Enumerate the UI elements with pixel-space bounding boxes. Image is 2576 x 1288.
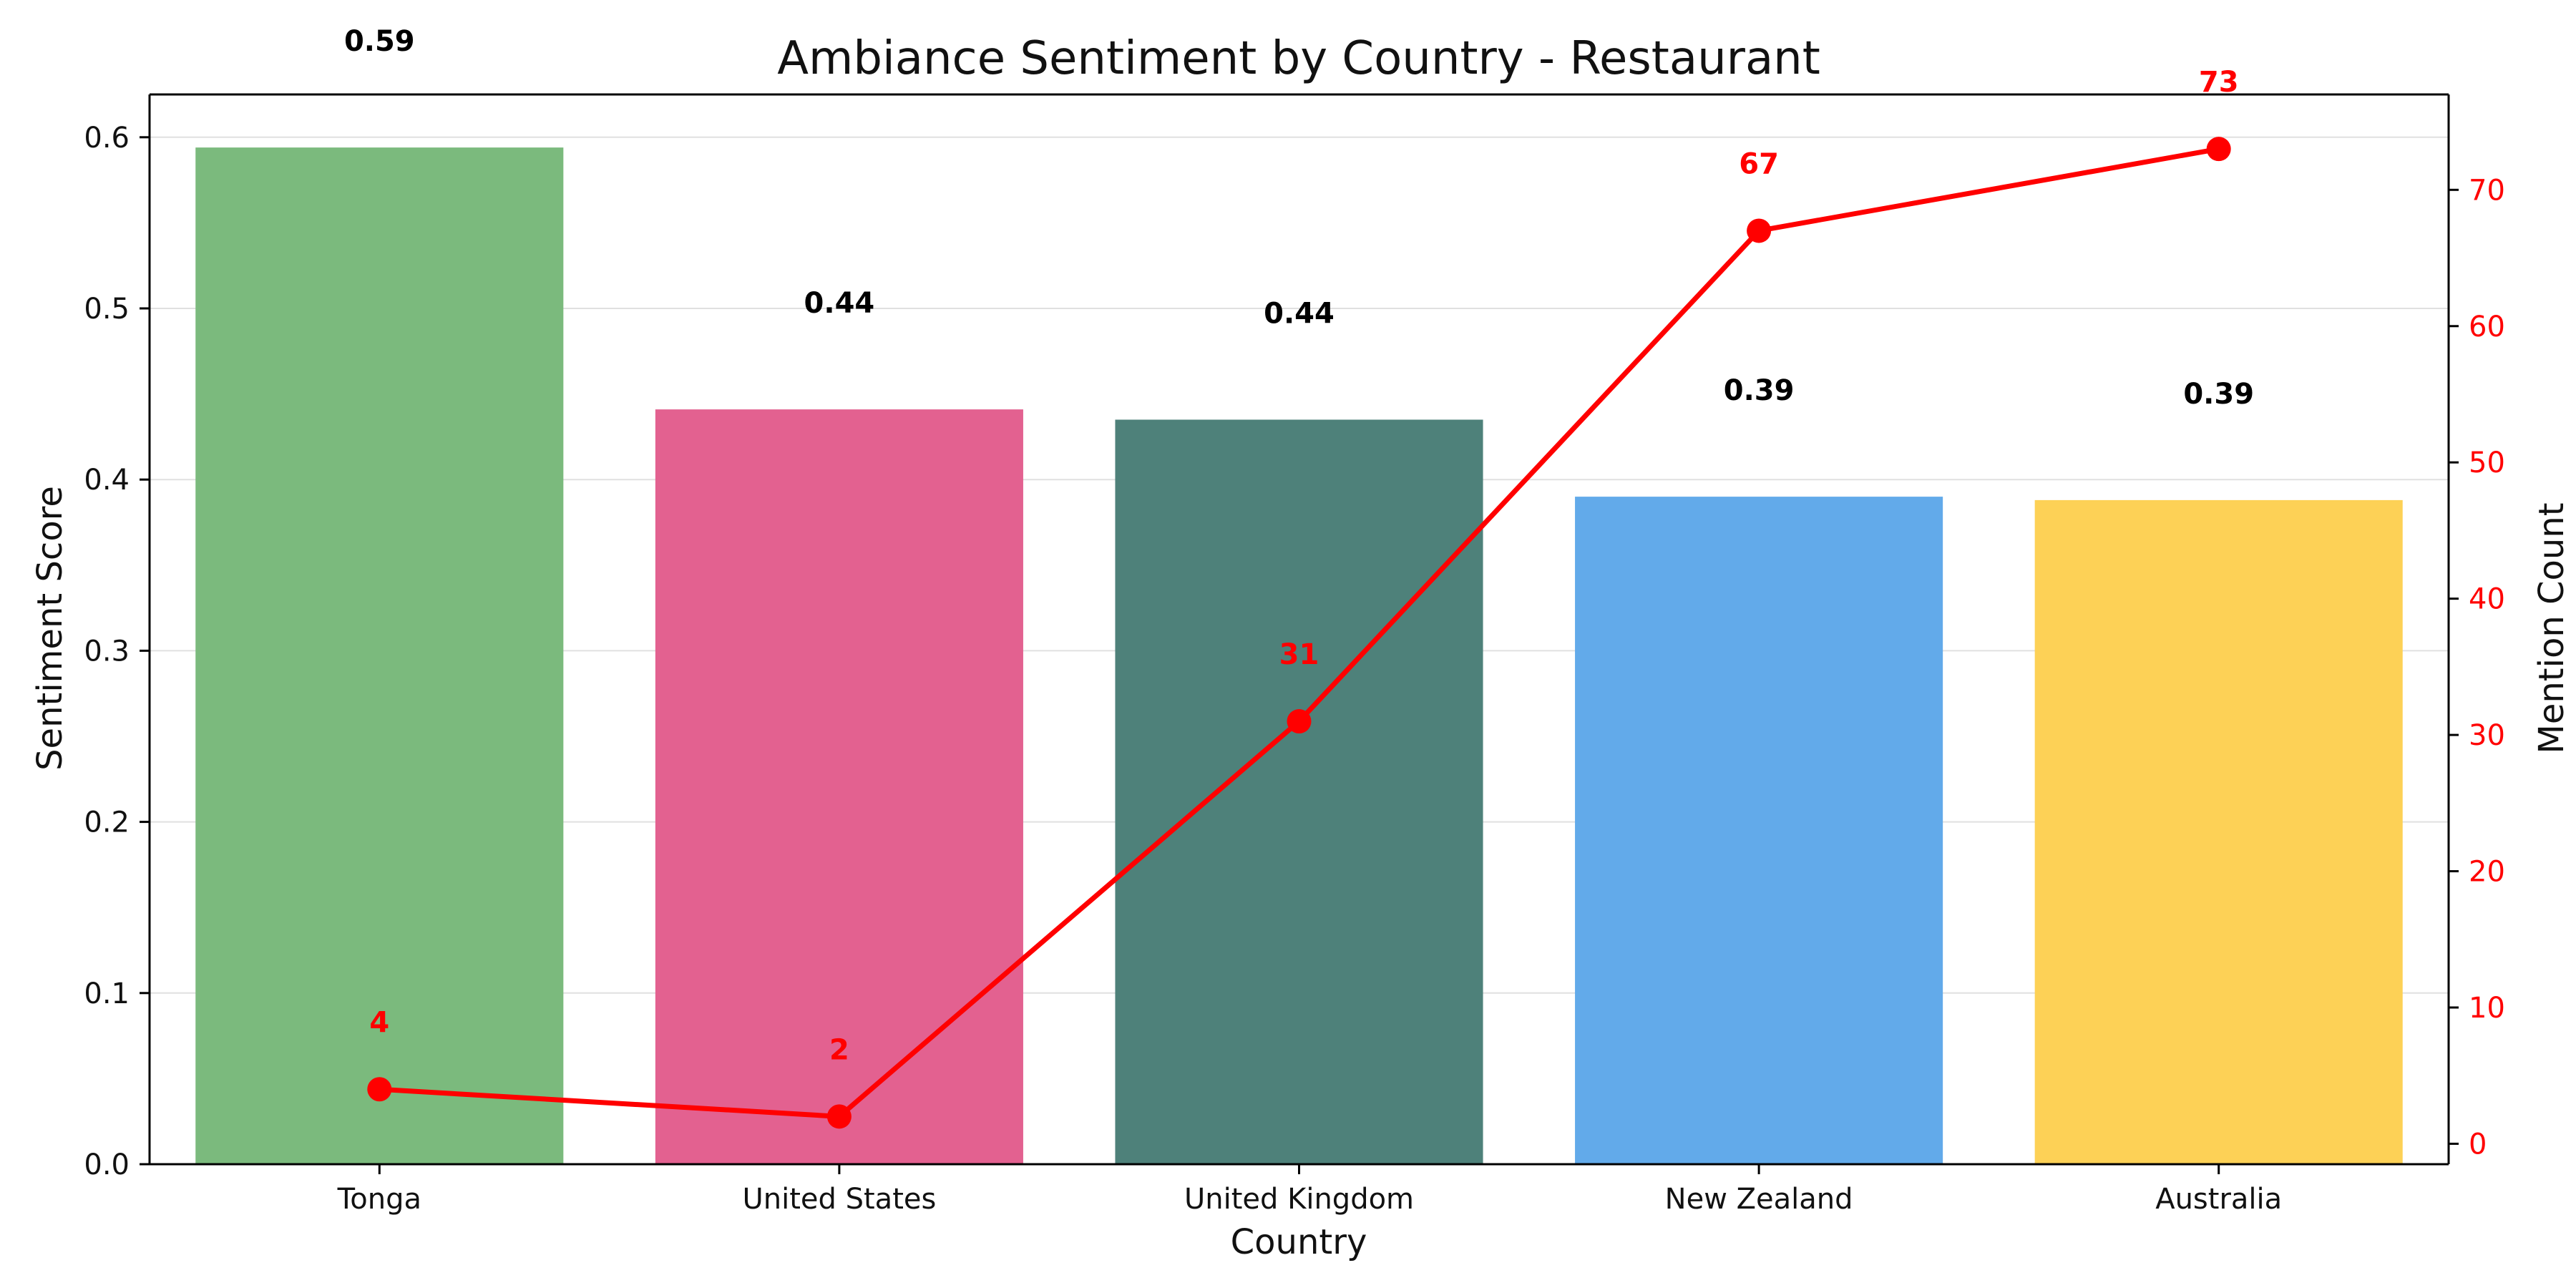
x-tick-label: United Kingdom <box>1184 1183 1414 1216</box>
y-tick-label: 0.3 <box>84 635 130 668</box>
y2-tick-label: 10 <box>2469 992 2505 1025</box>
bars <box>195 147 2403 1165</box>
bar-tonga <box>195 147 564 1165</box>
bar-value-label: 0.39 <box>1724 374 1795 407</box>
y-tick-label: 0.1 <box>84 977 130 1010</box>
mention-point <box>1287 709 1312 734</box>
y-tick-label: 0.4 <box>84 464 130 497</box>
bar-australia <box>2034 499 2403 1164</box>
bar-united-states <box>655 409 1023 1165</box>
data-labels: 0.59 0.44 0.44 0.39 0.39 4 2 31 67 73 <box>344 25 2254 1066</box>
chart-title: Ambiance Sentiment by Country - Restaura… <box>777 32 1820 85</box>
y-axis-title: Sentiment Score <box>30 486 70 771</box>
x-tick-label: Australia <box>2155 1183 2282 1216</box>
y2-tick-label: 70 <box>2469 174 2505 207</box>
mention-value-label: 2 <box>829 1033 849 1066</box>
mention-value-label: 73 <box>2199 66 2239 99</box>
y2-tick-label: 40 <box>2469 583 2505 616</box>
y-tick-label: 0.5 <box>84 293 130 326</box>
bar-value-label: 0.39 <box>2183 378 2254 411</box>
y2-axis-title: Mention Count <box>2532 502 2572 753</box>
x-tick-label: New Zealand <box>1665 1183 1853 1216</box>
bar-value-label: 0.59 <box>344 25 415 58</box>
y-tick-label: 0.0 <box>84 1148 130 1181</box>
x-tick-label: United States <box>742 1183 936 1216</box>
mention-point <box>826 1104 852 1129</box>
y2-tick-label: 20 <box>2469 856 2505 889</box>
y2-tick-label: 0 <box>2469 1128 2487 1161</box>
x-tick-label: Tonga <box>337 1183 421 1216</box>
bar-value-label: 0.44 <box>1264 297 1335 330</box>
bar-value-label: 0.44 <box>804 287 875 320</box>
y2-tick-label: 30 <box>2469 719 2505 752</box>
y-tick-label: 0.2 <box>84 806 130 839</box>
y2-tick-label: 60 <box>2469 311 2505 343</box>
mention-point <box>2206 137 2231 162</box>
y-tick-label: 0.6 <box>84 122 130 155</box>
mention-point <box>367 1077 392 1102</box>
ticks: 0.0 0.1 0.2 0.3 0.4 0.5 0.6 0 10 20 30 40 50 60 70 Tong… <box>84 122 2505 1216</box>
mention-value-label: 4 <box>369 1006 389 1039</box>
y2-tick-label: 50 <box>2469 447 2505 479</box>
mention-value-label: 31 <box>1279 638 1319 671</box>
bar-new-zealand <box>1575 497 1943 1164</box>
mention-point <box>1747 218 1772 243</box>
mention-line-series <box>367 137 2231 1129</box>
mention-value-label: 67 <box>1739 147 1779 180</box>
x-axis-title: Country <box>1231 1222 1367 1262</box>
bar-united-kingdom <box>1115 419 1483 1164</box>
